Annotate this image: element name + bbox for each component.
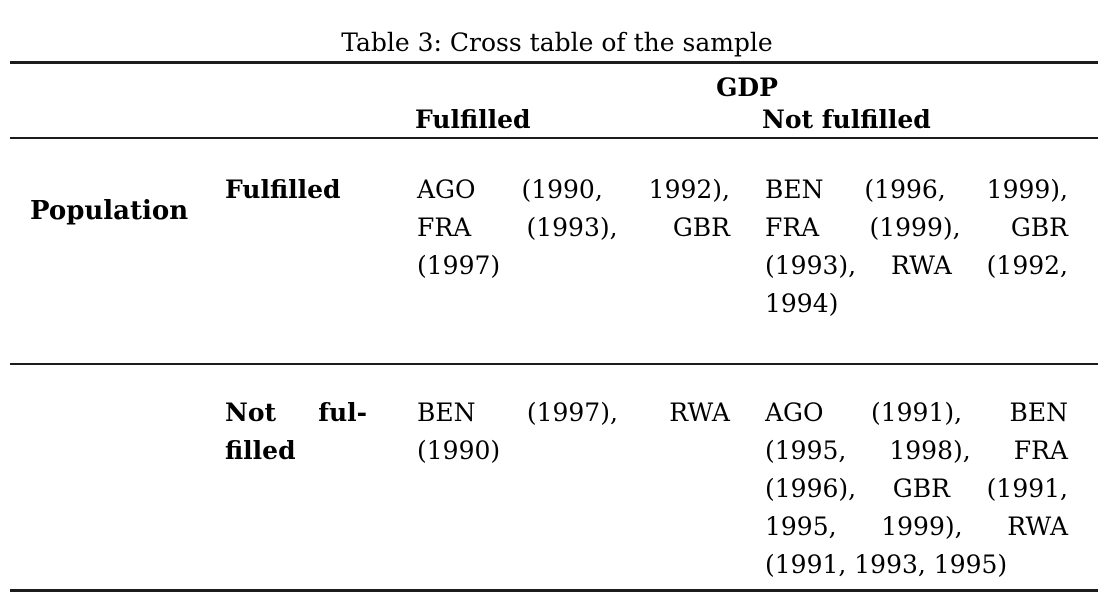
- cell-population-fulfilled-gdp-fulfilled: AGO (1990, 1992), FRA (1993), GBR (1997): [417, 171, 730, 285]
- text-line: BEN (1997), RWA: [417, 398, 730, 427]
- text-line: Fulfilled: [225, 175, 341, 204]
- text-line: AGO (1990, 1992),: [417, 175, 730, 204]
- cell-population-not-fulfilled-gdp-not-fulfilled: AGO (1991), BEN (1995, 1998), FRA (1996), GBR (1…: [765, 394, 1068, 584]
- text-line: (1990): [417, 436, 501, 465]
- table-top-rule: [10, 61, 1098, 64]
- text-line: filled: [225, 436, 296, 465]
- text-line: 1994): [765, 289, 839, 318]
- row-fulfilled-label: Fulfilled: [225, 171, 367, 209]
- text-line: FRA (1999), GBR: [765, 213, 1068, 242]
- text-line: AGO (1991), BEN: [765, 398, 1068, 427]
- text-line: (1995, 1998), FRA: [765, 436, 1068, 465]
- table-bottom-rule: [10, 589, 1098, 592]
- text-line: 1995, 1999), RWA: [765, 512, 1068, 541]
- table-row-separator-rule: [10, 363, 1098, 365]
- table-header-rule: [10, 137, 1098, 139]
- text-line: FRA (1993), GBR: [417, 213, 730, 242]
- text-line: (1993), RWA (1992,: [765, 251, 1068, 280]
- text-line: (1991, 1993, 1995): [765, 550, 1008, 579]
- row-not-fulfilled-label: Not ful-filled: [225, 394, 367, 470]
- cell-population-fulfilled-gdp-not-fulfilled: BEN (1996, 1999), FRA (1999), GBR (1993), RWA (1…: [765, 171, 1068, 323]
- text-line: Not ful-: [225, 398, 367, 427]
- column-group-header-gdp: GDP: [716, 73, 778, 102]
- text-line: (1997): [417, 251, 501, 280]
- table-caption: Table 3: Cross table of the sample: [341, 28, 773, 57]
- cell-population-not-fulfilled-gdp-fulfilled: BEN (1997), RWA (1990): [417, 394, 730, 470]
- column-header-gdp-fulfilled: Fulfilled: [415, 105, 531, 134]
- column-header-gdp-not-fulfilled: Not fulfilled: [762, 105, 931, 134]
- text-line: BEN (1996, 1999),: [765, 175, 1068, 204]
- row-group-header-population: Population: [30, 196, 189, 226]
- text-line: (1996), GBR (1991,: [765, 474, 1068, 503]
